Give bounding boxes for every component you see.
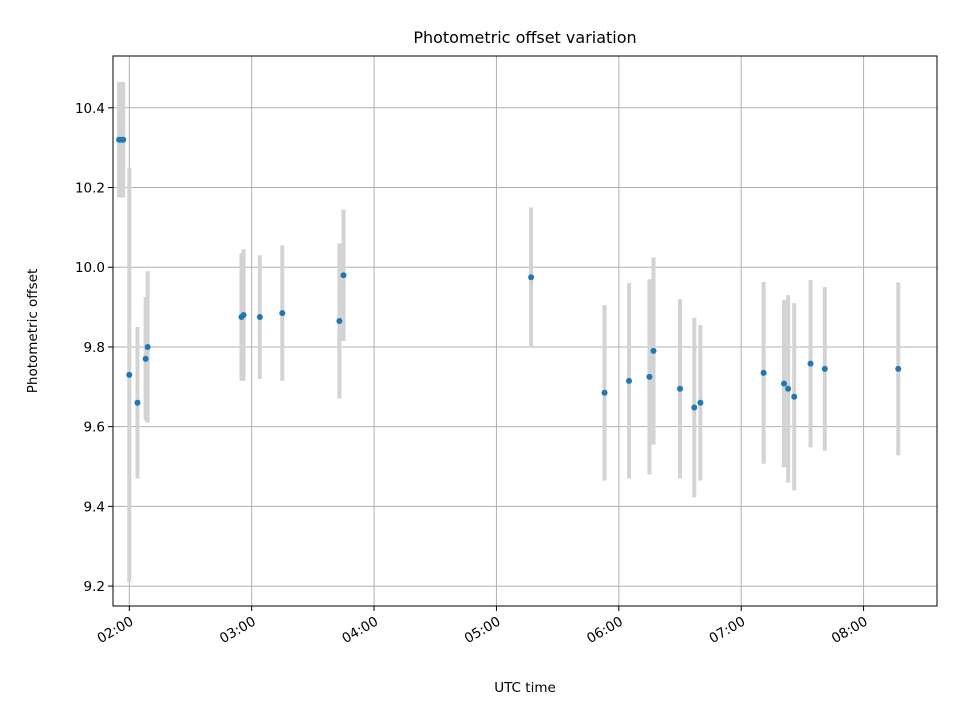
x-axis-ticks: 02:00 03:00 04:00 05:00 06:00 07:00 08:00: [95, 606, 871, 647]
data-point: [626, 377, 633, 384]
data-point: [528, 274, 535, 281]
data-point: [279, 310, 286, 317]
data-point: [691, 404, 698, 411]
x-tick-label: 06:00: [584, 614, 626, 647]
grid: [113, 56, 937, 606]
data-point: [142, 355, 149, 362]
y-tick-label: 9.8: [84, 340, 105, 356]
markers: [116, 136, 902, 411]
data-point: [120, 136, 127, 143]
chart-title: Photometric offset variation: [413, 28, 636, 47]
errorbars: [117, 81, 901, 583]
x-tick-label: 03:00: [217, 614, 259, 647]
x-tick-label: 08:00: [829, 614, 871, 647]
x-tick-label: 04:00: [339, 614, 381, 647]
y-tick-label: 10.2: [75, 181, 105, 197]
data-point: [134, 399, 141, 406]
y-axis-label: Photometric offset: [25, 269, 41, 393]
data-point: [650, 347, 657, 354]
data-point: [336, 318, 343, 325]
x-tick-label: 05:00: [462, 614, 504, 647]
y-tick-label: 9.2: [84, 579, 105, 595]
data-point: [895, 365, 902, 372]
data-point: [677, 385, 684, 392]
x-axis-label: UTC time: [494, 680, 556, 696]
data-point: [785, 385, 792, 392]
data-point: [697, 399, 704, 406]
y-axis-ticks: 9.2 9.4 9.6 9.8 10.0 10.2 10.4: [75, 101, 113, 595]
data-point: [646, 373, 653, 380]
data-point: [791, 393, 798, 400]
data-point: [760, 369, 767, 376]
data-point: [240, 312, 247, 319]
y-tick-label: 9.4: [84, 499, 105, 515]
data-point: [601, 389, 608, 396]
data-point: [781, 380, 788, 387]
data-point: [144, 343, 151, 350]
y-tick-label: 10.4: [75, 101, 105, 117]
data-point: [340, 272, 347, 279]
data-point: [807, 360, 814, 367]
x-tick-label: 07:00: [707, 614, 749, 647]
data-point: [126, 371, 133, 378]
plot-frame: [112, 55, 938, 607]
y-tick-label: 9.6: [84, 420, 105, 436]
data-point: [256, 314, 263, 321]
data-point: [821, 365, 828, 372]
x-tick-label: 02:00: [95, 614, 137, 647]
y-tick-label: 10.0: [75, 260, 105, 276]
